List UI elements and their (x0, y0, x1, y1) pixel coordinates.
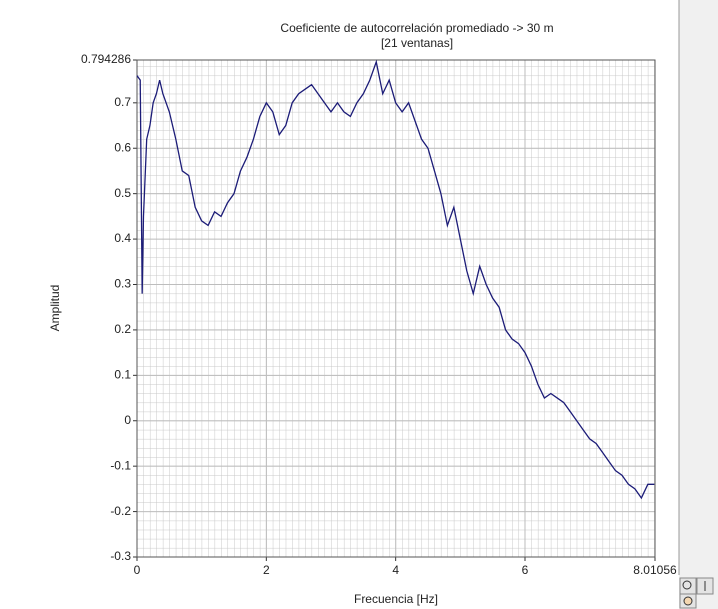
toolbar (679, 577, 714, 609)
y-tick-label: 0 (124, 413, 131, 427)
pan-icon (683, 596, 693, 606)
y-axis-label: Amplitud (48, 285, 62, 332)
x-tick-label: 0 (134, 563, 141, 577)
y-tick-label: 0.4 (114, 231, 131, 245)
y-tick-label: -0.2 (110, 504, 131, 518)
data-line (136, 59, 655, 500)
y-tick-label: 0.2 (114, 322, 131, 336)
chart-subtitle: [21 ventanas] (381, 36, 453, 50)
x-tick-label: 2 (263, 563, 270, 577)
y-tick-label: -0.1 (110, 458, 131, 472)
zoom-button[interactable] (679, 577, 697, 595)
y-tick-label: 0.794286 (81, 52, 131, 66)
x-tick-label: 8.01056 (633, 563, 677, 577)
x-axis-label: Frecuencia [Hz] (354, 592, 438, 606)
side-panel (679, 0, 718, 609)
chart-title: Coeficiente de autocorrelación promediad… (280, 21, 553, 35)
y-tick-label: 0.3 (114, 277, 131, 291)
plot-frame (136, 59, 656, 558)
y-tick-label: 0.5 (114, 186, 131, 200)
x-tick-label: 6 (522, 563, 529, 577)
x-tick-label: 4 (392, 563, 399, 577)
y-tick-label: 0.7 (114, 95, 131, 109)
y-tick-label: 0.1 (114, 368, 131, 382)
y-tick-label: 0.6 (114, 140, 131, 154)
y-tick-label: -0.3 (110, 549, 131, 563)
zoom-icon (682, 580, 692, 590)
